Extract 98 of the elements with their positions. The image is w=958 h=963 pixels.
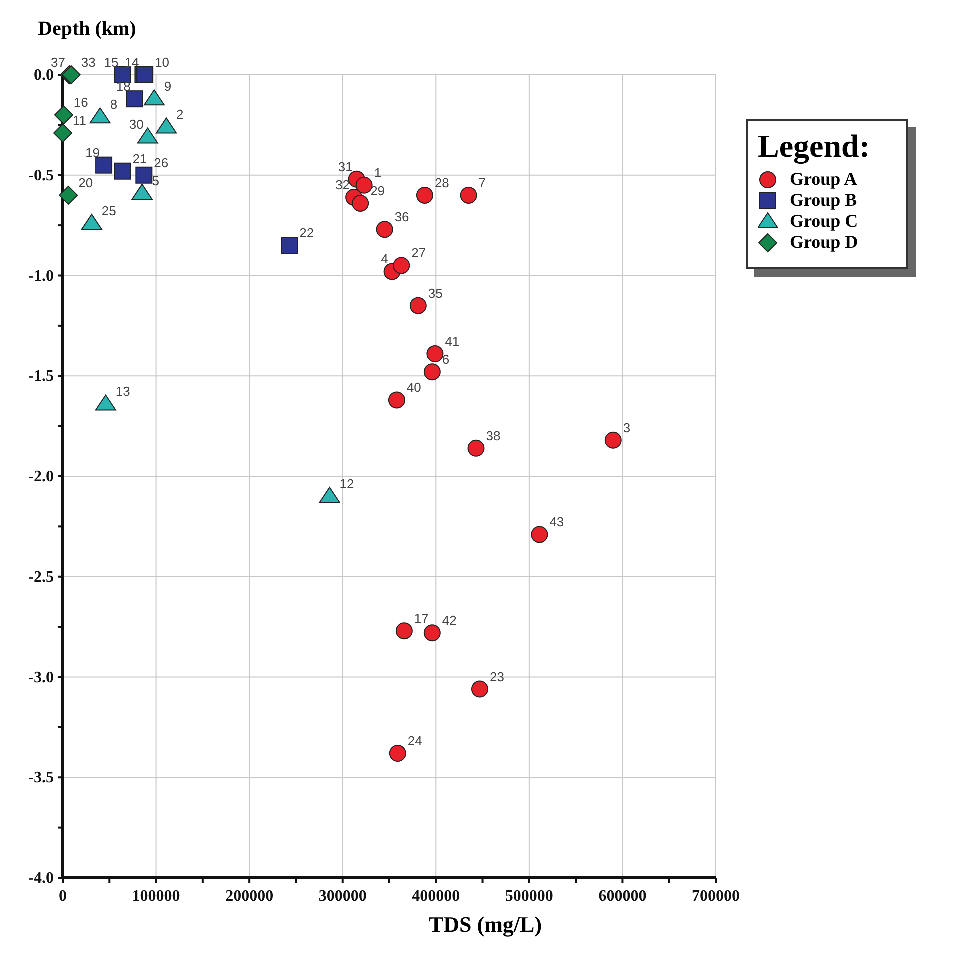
y-tick-label: -1.5: [28, 368, 54, 386]
point: [396, 622, 413, 640]
y-tick-label: -0.5: [28, 167, 54, 184]
point: [376, 221, 394, 238]
legend-label: Group B: [790, 190, 858, 211]
annotation: 24: [408, 734, 422, 749]
point: [114, 162, 132, 180]
x-tick-label: 600000: [598, 888, 647, 905]
annotation: 43: [550, 514, 564, 530]
legend-title: Legend:: [758, 127, 871, 165]
annotation: 18: [116, 79, 131, 94]
y-axis-title: Depth (km): [38, 18, 136, 41]
point: [156, 118, 178, 134]
point: [319, 487, 340, 504]
point: [352, 194, 370, 212]
annotation: 19: [86, 145, 100, 160]
annotation: 41: [445, 334, 460, 350]
y-tick-label: -3.0: [28, 669, 54, 686]
point: [96, 156, 113, 174]
annotation: 9: [164, 79, 172, 94]
annotation: 8: [110, 97, 118, 112]
y-tick-label: -2.5: [28, 568, 54, 586]
point: [416, 186, 434, 204]
point: [426, 346, 444, 363]
annotation: 29: [370, 183, 386, 198]
annotation: 4: [381, 252, 388, 267]
x-tick-label: 400000: [412, 888, 460, 905]
y-tick-label: -1.0: [28, 268, 54, 285]
x-axis-title: TDS (mg/L): [428, 912, 544, 938]
point: [126, 90, 144, 108]
annotation: 1: [374, 165, 382, 180]
point: [424, 364, 441, 381]
x-tick-label: 200000: [226, 888, 274, 905]
x-tick-label: 300000: [318, 888, 367, 905]
point: [95, 394, 116, 411]
point: [144, 90, 165, 106]
point: [90, 108, 111, 124]
annotation: 25: [102, 204, 116, 219]
legend-label: Group C: [790, 211, 858, 232]
legend-label: Group A: [790, 169, 858, 190]
point: [471, 680, 488, 698]
point: [132, 184, 153, 200]
annotation: 2: [176, 107, 184, 122]
annotation: 14: [124, 55, 140, 70]
point: [388, 392, 406, 409]
point: [81, 214, 102, 230]
point: [410, 297, 427, 314]
annotation: 42: [442, 613, 457, 628]
annotation: 23: [490, 669, 504, 684]
point: [356, 176, 373, 194]
point: [424, 624, 441, 642]
point: [604, 432, 622, 449]
x-tick-label: 0: [59, 888, 67, 905]
point: [54, 106, 74, 125]
x-tick-label: 700000: [692, 888, 740, 905]
annotation: 36: [394, 210, 410, 225]
annotation: 35: [428, 286, 443, 301]
annotation: 22: [300, 226, 314, 241]
annotation: 38: [486, 428, 501, 444]
point: [460, 186, 478, 204]
point: [393, 257, 410, 274]
point: [389, 745, 406, 762]
y-tick-label: -3.5: [28, 770, 54, 787]
annotation: 6: [442, 352, 450, 368]
y-tick-label: 0.0: [34, 67, 54, 84]
point: [137, 128, 158, 144]
annotation: 33: [81, 55, 96, 70]
annotation: 20: [78, 175, 94, 190]
y-tick-label: -4.0: [28, 870, 54, 887]
annotation: 40: [406, 380, 422, 396]
annotation: 32: [336, 177, 350, 192]
annotation: 11: [73, 113, 86, 128]
x-tick-label: 100000: [132, 888, 180, 905]
point: [59, 186, 78, 205]
annotation: 26: [154, 155, 169, 170]
y-tick-label: -2.0: [28, 468, 54, 486]
annotation: 28: [434, 175, 450, 190]
annotation: 13: [116, 384, 130, 400]
point: [54, 124, 72, 143]
legend-label: Group D: [790, 232, 858, 253]
x-tick-label: 500000: [505, 888, 554, 905]
annotation: 30: [129, 117, 144, 132]
annotation: 17: [414, 611, 429, 626]
point: [531, 526, 548, 544]
annotation: 3: [623, 420, 631, 436]
point: [281, 237, 298, 254]
annotation: 27: [412, 246, 426, 261]
annotation: 12: [340, 476, 354, 492]
annotation: 31: [338, 159, 353, 174]
point: [468, 440, 485, 457]
annotation: 15: [104, 55, 119, 70]
point: [136, 166, 153, 184]
annotation: 16: [74, 95, 88, 110]
annotation: 21: [132, 151, 148, 166]
annotation: 7: [478, 175, 486, 190]
annotation: 37: [51, 55, 66, 70]
annotation: 10: [155, 55, 170, 70]
annotation: 5: [152, 173, 160, 188]
